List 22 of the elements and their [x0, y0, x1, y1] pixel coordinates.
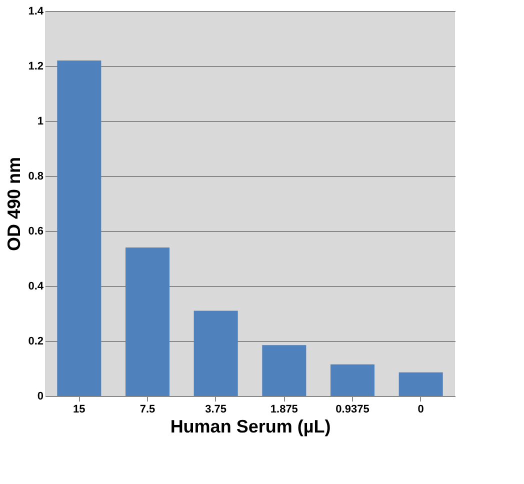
bar: [57, 60, 102, 396]
bar: [126, 248, 170, 396]
x-tick-label: 3.75: [205, 404, 227, 416]
bar: [398, 372, 443, 396]
y-tick-label: 0.8: [28, 170, 44, 182]
bar: [330, 364, 374, 396]
y-tick-label: 0: [37, 390, 44, 402]
y-tick-label: 1.4: [28, 6, 44, 18]
y-tick-label: 0.2: [28, 336, 44, 348]
x-tick-label: 0.9375: [336, 404, 370, 416]
y-tick-label: 0.6: [28, 226, 44, 238]
y-tick-label: 1: [37, 116, 44, 128]
y-tick-label: 0.4: [28, 280, 44, 292]
bar: [194, 310, 238, 396]
x-tick-label: 0: [418, 404, 424, 416]
x-tick-label: 7.5: [140, 404, 156, 416]
x-tick-label: 15: [73, 404, 86, 416]
x-axis-title: Human Serum (µL): [170, 416, 331, 436]
y-tick-label: 1.2: [28, 60, 44, 72]
x-tick-label: 1.875: [270, 404, 298, 416]
y-axis-title: OD 490 nm: [4, 156, 24, 252]
bar: [262, 345, 306, 396]
